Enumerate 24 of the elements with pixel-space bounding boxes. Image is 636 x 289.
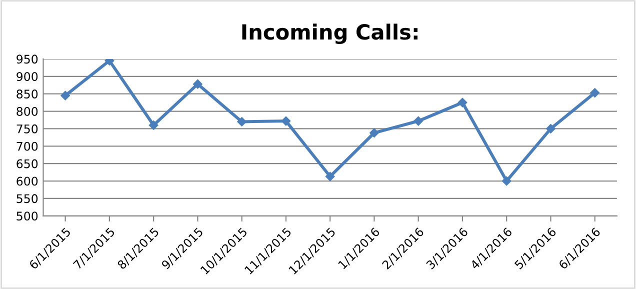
y-tick-label: 800 xyxy=(16,106,38,116)
y-tick-label: 500 xyxy=(16,212,38,221)
point xyxy=(60,90,70,100)
point xyxy=(237,117,246,126)
point xyxy=(193,79,202,89)
point xyxy=(590,88,600,98)
point xyxy=(370,128,379,138)
point xyxy=(325,172,335,182)
y-tick-label: 650 xyxy=(16,159,38,168)
point xyxy=(458,98,468,108)
point xyxy=(502,176,512,186)
point xyxy=(104,58,114,66)
point xyxy=(414,116,423,126)
point xyxy=(546,124,556,134)
y-tick-label: 550 xyxy=(16,194,38,204)
y-tick-label: 900 xyxy=(16,72,38,82)
y-tick-label: 700 xyxy=(16,142,38,151)
y-tick-label: 750 xyxy=(16,124,38,134)
y-tick-label: 600 xyxy=(16,176,38,186)
y-tick-label: 950 xyxy=(16,54,38,64)
point xyxy=(148,120,158,130)
point xyxy=(281,116,291,126)
y-tick-label: 850 xyxy=(16,90,38,98)
chart-title: Incoming Calls: xyxy=(242,24,418,44)
